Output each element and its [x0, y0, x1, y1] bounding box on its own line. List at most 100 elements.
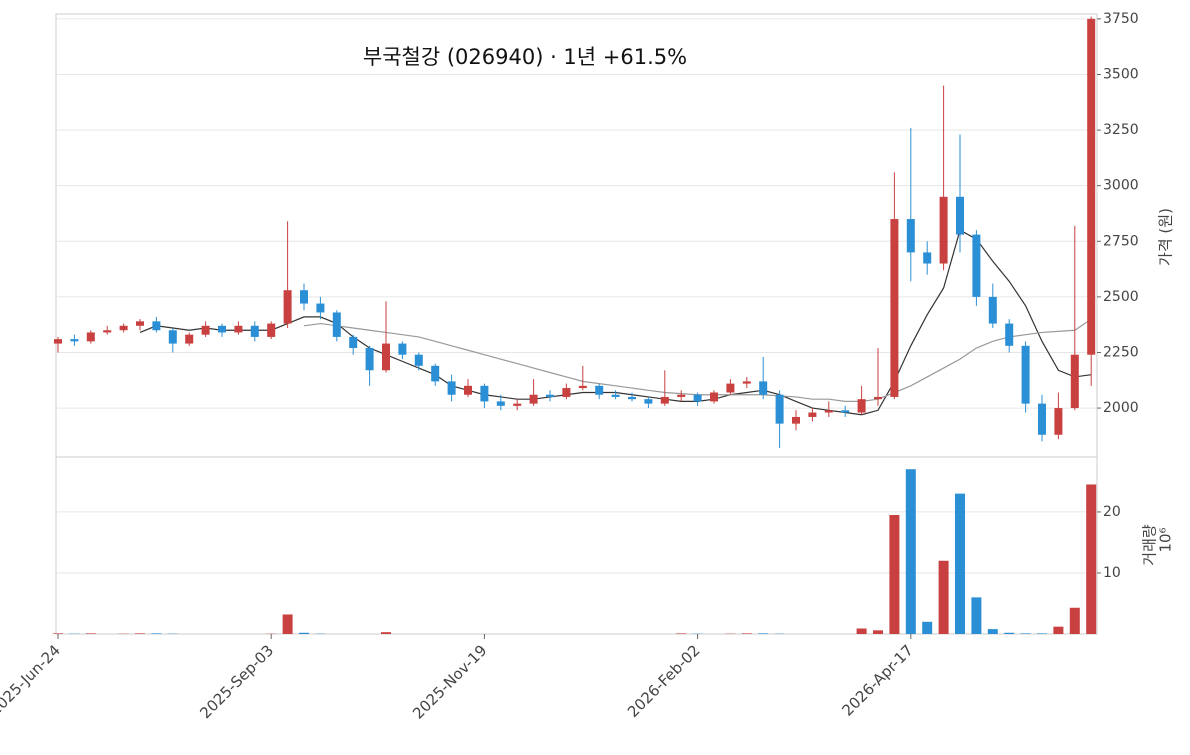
x-tick-label: 2025-Jun-24: [0, 641, 64, 719]
candle-body: [316, 304, 324, 313]
candle-body: [480, 386, 488, 402]
candle-body: [743, 381, 751, 383]
volume-bar: [1053, 627, 1063, 634]
candle-body: [940, 197, 948, 264]
x-tick-label: 2026-Apr-17: [838, 641, 916, 719]
x-tick-label: 2026-Feb-02: [624, 641, 704, 721]
volume-bar: [988, 629, 998, 634]
candle-body: [644, 399, 652, 403]
volume-bar: [135, 633, 145, 634]
candle-body: [1038, 404, 1046, 435]
candle-body: [825, 410, 833, 412]
candle-body: [349, 337, 357, 348]
candle-body: [923, 252, 931, 263]
candle-body: [628, 397, 636, 399]
y-tick-label: 3000: [1103, 178, 1139, 194]
candle-body: [136, 321, 144, 325]
candle-body: [841, 410, 849, 412]
candle-body: [874, 397, 882, 399]
candle-body: [103, 330, 111, 332]
volume-bar: [1037, 633, 1047, 634]
candle-body: [546, 395, 554, 397]
volume-bar: [971, 597, 981, 634]
candle-body: [120, 326, 128, 330]
volume-bar: [1086, 484, 1096, 634]
candle-body: [1005, 324, 1013, 346]
candle-body: [612, 395, 620, 397]
volume-bar: [873, 630, 883, 634]
candle-body: [448, 381, 456, 394]
moving-average-line: [140, 230, 1091, 415]
volume-bar: [889, 515, 899, 634]
candle-body: [267, 324, 275, 337]
volume-bar: [299, 633, 309, 634]
candle-body: [808, 413, 816, 417]
x-tick-label: 2025-Sep-03: [196, 641, 277, 722]
volume-bar: [742, 633, 752, 634]
y-tick-label: 20: [1103, 504, 1121, 520]
candle-body: [907, 219, 915, 252]
volume-bar: [857, 629, 867, 634]
candle-body: [87, 332, 95, 341]
candle-body: [890, 219, 898, 397]
volume-bar: [939, 561, 949, 634]
candle-body: [497, 401, 505, 405]
candle-body: [530, 395, 538, 404]
candle-body: [972, 235, 980, 297]
candle-body: [70, 339, 78, 341]
candle-body: [234, 326, 242, 333]
candle-body: [694, 395, 702, 402]
volume-bar: [381, 632, 391, 634]
volume-unit: 10⁶: [1157, 527, 1175, 552]
candle-body: [169, 330, 177, 343]
candle-body: [562, 388, 570, 397]
candle-body: [300, 290, 308, 303]
volume-bar: [86, 633, 96, 634]
candle-body: [677, 395, 685, 397]
candle-body: [284, 290, 292, 323]
candle-body: [202, 326, 210, 335]
candle-body: [218, 326, 226, 333]
volume-bar: [53, 633, 63, 634]
volume-bar: [922, 622, 932, 634]
candle-body: [1022, 346, 1030, 404]
candle-body: [956, 197, 964, 235]
y-tick-label: 3750: [1103, 11, 1139, 27]
chart-title: 부국철강 (026940) · 1년 +61.5%: [363, 45, 687, 69]
candle-body: [382, 344, 390, 371]
y-axis-label: 가격 (원): [1157, 208, 1175, 266]
candle-body: [1087, 19, 1095, 355]
candle-body: [710, 393, 718, 402]
candle-body: [251, 326, 259, 337]
volume-bar: [1070, 608, 1080, 634]
candle-body: [513, 404, 521, 406]
candle-body: [333, 312, 341, 336]
x-tick-label: 2025-Nov-19: [409, 641, 490, 722]
volume-bar: [283, 614, 293, 634]
candle-body: [661, 397, 669, 404]
volume-bar: [1021, 633, 1031, 634]
y-tick-label: 2250: [1103, 344, 1139, 360]
candle-body: [398, 344, 406, 355]
candle-body: [858, 399, 866, 412]
volume-bar: [1004, 633, 1014, 634]
candle-body: [776, 395, 784, 424]
candle-body: [1071, 355, 1079, 408]
candle-body: [54, 339, 62, 343]
candle-body: [792, 417, 800, 424]
volume-bar: [758, 633, 768, 634]
volume-bar: [906, 469, 916, 634]
y-tick-label: 2500: [1103, 289, 1139, 305]
volume-bar: [676, 633, 686, 634]
y-tick-label: 2000: [1103, 400, 1139, 416]
candle-body: [579, 386, 587, 388]
candle-body: [989, 297, 997, 324]
candle-body: [366, 348, 374, 370]
volume-bar: [151, 633, 161, 634]
candle-body: [152, 321, 160, 330]
volume-bar: [955, 494, 965, 634]
candle-body: [759, 381, 767, 394]
candle-body: [726, 384, 734, 393]
